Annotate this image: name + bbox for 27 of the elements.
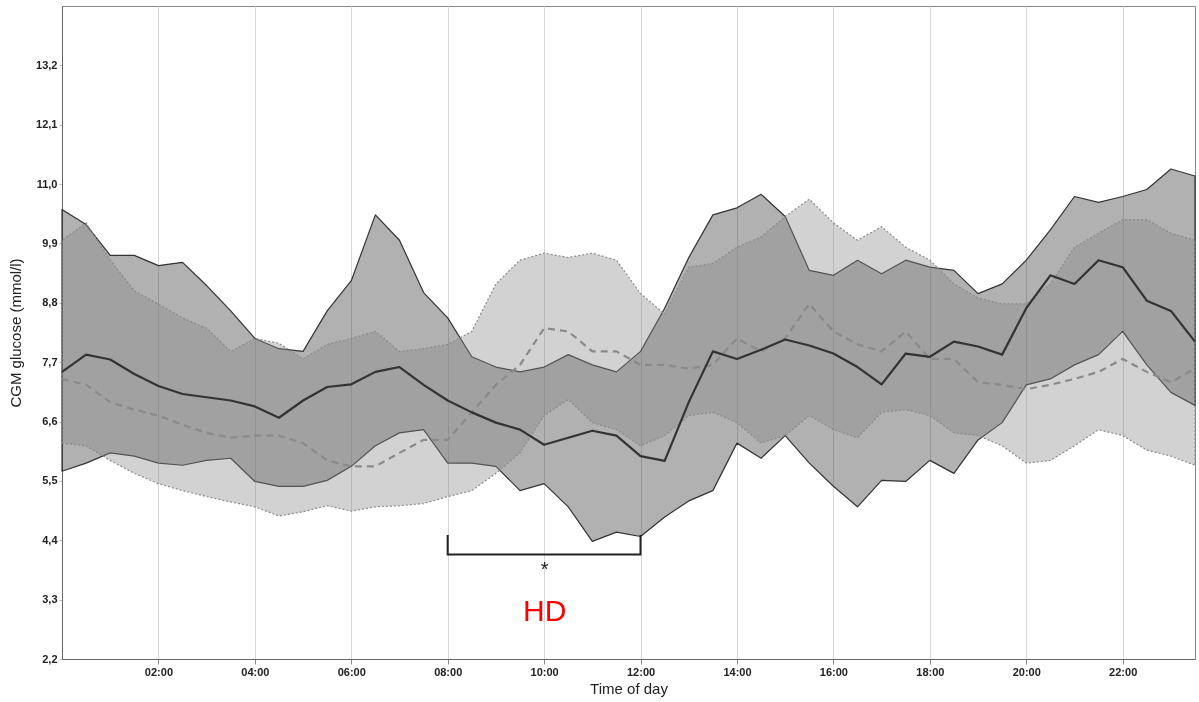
y-tick-label: 11,0 — [36, 177, 58, 190]
x-tick-label: 12:00 — [626, 665, 656, 678]
annotation: HD — [522, 593, 567, 627]
x-tick-label: 06:00 — [337, 665, 366, 678]
x-tick-label: 22:00 — [1109, 665, 1138, 678]
y-tick-label: 6,6 — [42, 415, 58, 428]
line-series — [60, 259, 1197, 463]
y-tick-label: 9,9 — [42, 236, 58, 249]
y-tick-label: 12,1 — [36, 118, 58, 131]
y-tick-label: 7,7 — [42, 355, 58, 368]
y-tick-label: 13,2 — [36, 58, 58, 71]
x-tick-label: 16:00 — [819, 665, 848, 678]
y-tick-label: 3,3 — [42, 593, 58, 606]
y-axis-title: CGM glucose (mmol/l) — [7, 258, 25, 408]
y-tick-label: 4,4 — [42, 533, 59, 546]
x-tick-label: 20:00 — [1012, 665, 1041, 678]
y-tick-label: 8,8 — [42, 296, 58, 309]
x-tick-label: 10:00 — [530, 665, 559, 678]
y-tick-label: 2,2 — [42, 652, 58, 665]
x-tick-label: 18:00 — [916, 665, 945, 678]
annotation: * — [540, 558, 549, 581]
x-axis-title: Time of day — [590, 679, 669, 697]
x-tick-label: 04:00 — [241, 665, 270, 678]
y-tick-label: 5,5 — [42, 474, 58, 487]
x-tick-label: 14:00 — [723, 665, 752, 678]
x-tick-label: 02:00 — [144, 665, 173, 678]
x-tick-label: 08:00 — [434, 665, 463, 678]
